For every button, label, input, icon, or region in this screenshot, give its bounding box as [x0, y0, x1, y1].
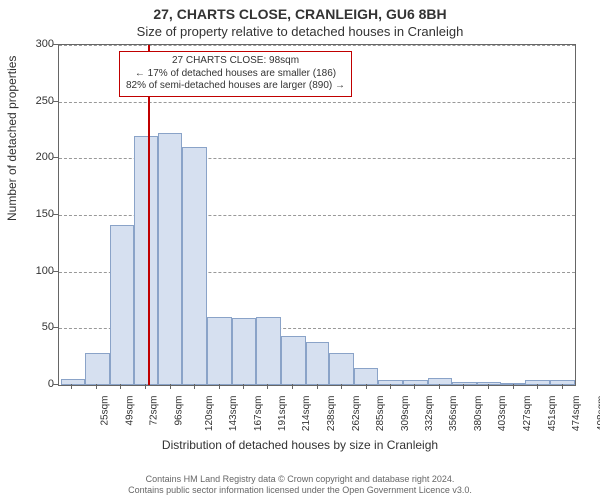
- x-tick-label: 143sqm: [228, 396, 239, 432]
- license-text: Contains HM Land Registry data © Crown c…: [0, 474, 600, 496]
- histogram-bar: [403, 380, 428, 385]
- histogram-bar: [158, 133, 182, 385]
- x-tick-label: 380sqm: [473, 396, 484, 432]
- x-tick-mark: [96, 384, 97, 389]
- x-tick-label: 474sqm: [571, 396, 582, 432]
- x-tick-mark: [390, 384, 391, 389]
- x-tick-mark: [120, 384, 121, 389]
- x-tick-label: 214sqm: [301, 396, 312, 432]
- x-tick-label: 451sqm: [547, 396, 558, 432]
- y-tick-label: 50: [14, 321, 54, 333]
- x-tick-mark: [341, 384, 342, 389]
- histogram-bar: [207, 317, 232, 385]
- x-tick-mark: [145, 384, 146, 389]
- y-tick-label: 0: [14, 378, 54, 390]
- x-tick-label: 498sqm: [596, 396, 600, 432]
- x-tick-mark: [439, 384, 440, 389]
- x-tick-mark: [414, 384, 415, 389]
- y-tick-label: 200: [14, 151, 54, 163]
- x-tick-mark: [366, 384, 367, 389]
- x-tick-mark: [267, 384, 268, 389]
- histogram-bar: [61, 379, 85, 385]
- x-tick-mark: [463, 384, 464, 389]
- annotation-line-2: ← 17% of detached houses are smaller (18…: [126, 68, 345, 81]
- x-tick-label: 427sqm: [522, 396, 533, 432]
- x-tick-mark: [317, 384, 318, 389]
- chart-title: 27, CHARTS CLOSE, CRANLEIGH, GU6 8BH: [0, 0, 600, 22]
- y-tick-label: 300: [14, 38, 54, 50]
- x-tick-label: 72sqm: [149, 396, 160, 426]
- annotation-box: 27 CHARTS CLOSE: 98sqm ← 17% of detached…: [119, 51, 352, 97]
- chart-subtitle: Size of property relative to detached ho…: [0, 22, 600, 39]
- annotation-line-3: 82% of semi-detached houses are larger (…: [126, 80, 345, 93]
- y-tick-label: 100: [14, 265, 54, 277]
- histogram-bar: [329, 353, 354, 385]
- histogram-bar: [182, 147, 207, 385]
- histogram-bar: [110, 225, 134, 385]
- x-tick-mark: [243, 384, 244, 389]
- x-tick-mark: [292, 384, 293, 389]
- x-tick-label: 262sqm: [351, 396, 362, 432]
- x-tick-mark: [537, 384, 538, 389]
- x-tick-label: 356sqm: [449, 396, 460, 432]
- histogram-bar: [306, 342, 330, 385]
- x-tick-mark: [170, 384, 171, 389]
- x-tick-label: 238sqm: [326, 396, 337, 432]
- x-tick-label: 285sqm: [375, 396, 386, 432]
- histogram-bar: [232, 318, 256, 385]
- y-tick-label: 250: [14, 95, 54, 107]
- x-tick-label: 49sqm: [125, 396, 136, 426]
- x-tick-mark: [562, 384, 563, 389]
- plot-area: 27 CHARTS CLOSE: 98sqm ← 17% of detached…: [58, 44, 576, 386]
- x-tick-label: 96sqm: [174, 396, 185, 426]
- chart-container: 27, CHARTS CLOSE, CRANLEIGH, GU6 8BH Siz…: [0, 0, 600, 500]
- x-tick-label: 25sqm: [100, 396, 111, 426]
- x-tick-mark: [194, 384, 195, 389]
- annotation-line-1: 27 CHARTS CLOSE: 98sqm: [126, 55, 345, 68]
- histogram-bar: [256, 317, 281, 385]
- x-tick-mark: [488, 384, 489, 389]
- x-tick-label: 309sqm: [400, 396, 411, 432]
- x-tick-label: 120sqm: [204, 396, 215, 432]
- x-tick-label: 191sqm: [278, 396, 289, 432]
- histogram-bar: [134, 136, 159, 385]
- histogram-bar: [85, 353, 110, 385]
- license-line-1: Contains HM Land Registry data © Crown c…: [0, 474, 600, 485]
- y-tick-label: 150: [14, 208, 54, 220]
- x-tick-mark: [513, 384, 514, 389]
- x-tick-label: 332sqm: [424, 396, 435, 432]
- x-tick-label: 403sqm: [497, 396, 508, 432]
- x-axis-label: Distribution of detached houses by size …: [0, 438, 600, 452]
- x-tick-label: 167sqm: [253, 396, 264, 432]
- y-axis-label: Number of detached properties: [5, 56, 19, 221]
- license-line-2: Contains public sector information licen…: [0, 485, 600, 496]
- x-tick-mark: [71, 384, 72, 389]
- x-tick-mark: [219, 384, 220, 389]
- histogram-bar: [354, 368, 378, 385]
- histogram-bar: [281, 336, 306, 385]
